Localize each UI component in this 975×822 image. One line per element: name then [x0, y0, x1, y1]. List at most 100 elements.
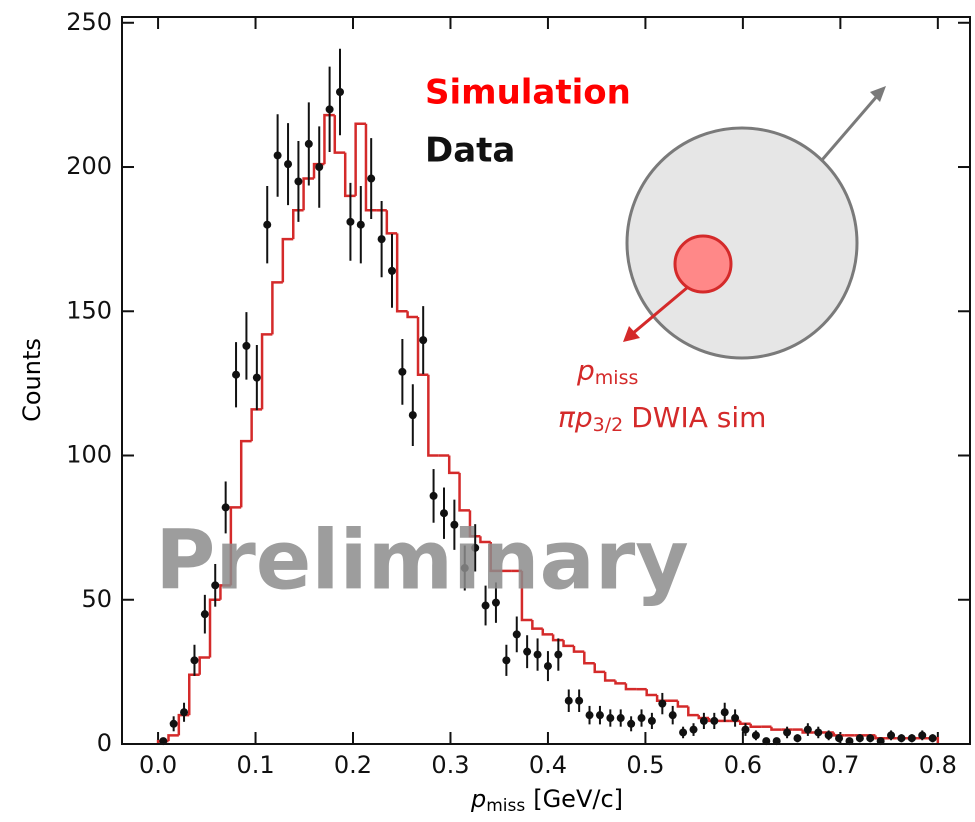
text: DWIA sim: [631, 401, 766, 434]
data-point: [907, 734, 916, 743]
histogram-step: [198, 656, 211, 675]
nucleus: [625, 126, 859, 360]
data-point: [335, 88, 344, 97]
data-point: [263, 220, 272, 229]
symbol: πp: [558, 401, 593, 434]
histogram-step: [188, 673, 200, 716]
histogram-step: [416, 317, 429, 376]
subscript: miss: [595, 367, 639, 389]
data-point: [928, 734, 937, 743]
histogram-step: [229, 506, 242, 586]
data-point: [595, 711, 604, 720]
data-point: [533, 650, 542, 659]
x-tick-label: 0.0: [139, 751, 177, 779]
histogram-step: [250, 408, 263, 442]
data-point: [918, 731, 927, 740]
y-tick-label: 200: [66, 152, 112, 180]
histogram-step: [271, 281, 283, 335]
y-tick-label: 150: [66, 296, 112, 324]
watermark: Preliminary: [155, 513, 689, 608]
data-point: [387, 266, 396, 275]
data-point: [835, 734, 844, 743]
histogram-step: [645, 689, 658, 697]
histogram-step: [541, 628, 554, 636]
data-point: [398, 367, 407, 376]
annotation: πp3/2 DWIA sim: [558, 401, 766, 436]
histogram-step: [551, 634, 564, 642]
histogram-step: [343, 152, 356, 198]
data-point: [887, 731, 896, 740]
annotation: pmiss: [576, 354, 638, 389]
data-point: [855, 734, 864, 743]
histogram-step: [395, 233, 408, 313]
data-point: [897, 734, 906, 743]
y-tick-label: 250: [66, 8, 112, 36]
y-tick-label: 0: [97, 729, 112, 757]
data-point: [710, 716, 719, 725]
arrow-head: [623, 326, 640, 342]
histogram-step: [562, 640, 574, 648]
histogram-step: [447, 455, 460, 475]
data-point: [647, 716, 656, 725]
x-tick-label: 0.7: [821, 751, 859, 779]
data-point: [731, 714, 740, 723]
data-point: [200, 610, 209, 619]
data-point: [408, 411, 417, 420]
data-point: [377, 235, 386, 244]
data-point: [429, 491, 438, 500]
data-point: [783, 728, 792, 737]
data-point: [273, 151, 282, 160]
histogram-step: [219, 584, 231, 600]
data-point: [325, 105, 334, 114]
histogram-step: [603, 671, 616, 682]
histogram-step: [239, 439, 252, 508]
data-point: [294, 177, 303, 186]
x-tick-label: 0.1: [236, 751, 274, 779]
histogram-step: [520, 570, 533, 622]
data-point: [284, 160, 293, 169]
data-point: [814, 728, 823, 737]
data-point: [180, 708, 189, 717]
histogram-step: [531, 619, 543, 630]
symbol: p: [576, 354, 595, 387]
data-point: [450, 520, 459, 529]
histogram-step: [292, 209, 304, 240]
unit: [GeV/c]: [533, 785, 623, 813]
data-point: [679, 728, 688, 737]
symbol: p: [470, 785, 486, 813]
data-point: [616, 714, 625, 723]
data-point: [252, 373, 261, 382]
data-point: [315, 163, 324, 172]
y-axis-label: Counts: [18, 338, 46, 422]
histogram-step: [385, 210, 398, 235]
data-point: [824, 731, 833, 740]
histogram-step: [739, 720, 751, 726]
histogram-step: [260, 333, 273, 410]
data-point: [491, 598, 500, 607]
x-tick-label: 0.4: [529, 751, 567, 779]
data-point: [346, 217, 355, 226]
data-point: [689, 725, 698, 734]
legend-label: Data: [425, 131, 515, 171]
data-point: [543, 662, 552, 671]
histogram-step: [406, 311, 419, 319]
data-point: [606, 714, 615, 723]
data-point: [367, 174, 376, 183]
data-point: [460, 564, 469, 573]
histogram-step: [583, 651, 595, 665]
histogram-step: [593, 663, 606, 674]
histogram-step: [770, 726, 782, 731]
proton: [673, 234, 733, 294]
histogram-step: [468, 510, 481, 538]
data-point: [481, 601, 490, 610]
histogram-step: [333, 115, 346, 154]
data-point: [242, 341, 251, 350]
histogram-step: [427, 374, 439, 457]
histogram-step: [302, 177, 315, 211]
data-point: [751, 731, 760, 740]
histogram-step: [749, 723, 762, 728]
data-point: [866, 734, 875, 743]
data-point: [627, 719, 636, 728]
data-point: [554, 650, 563, 659]
data-point: [471, 543, 480, 552]
